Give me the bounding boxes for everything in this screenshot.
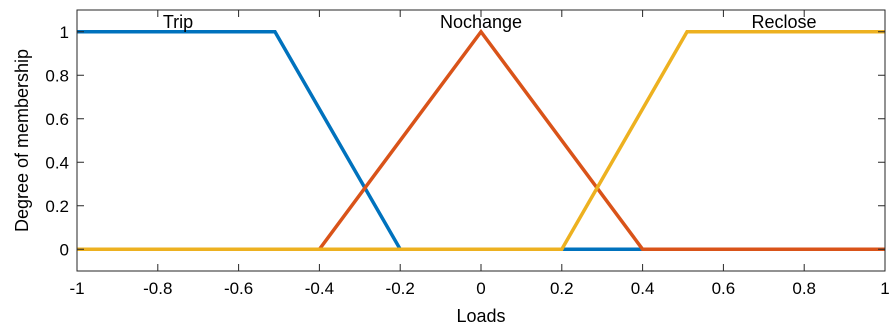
x-tick-label: -1: [69, 279, 84, 298]
x-tick-label: -0.4: [305, 279, 334, 298]
x-tick-label: 1: [880, 279, 889, 298]
x-tick-label: 0.6: [712, 279, 736, 298]
mf-label-nochange: Nochange: [440, 12, 522, 32]
x-tick-label: -0.8: [143, 279, 172, 298]
y-axis-label: Degree of membership: [12, 49, 32, 232]
y-tick-label: 0.4: [45, 153, 69, 172]
series-line-reclose: [77, 30, 885, 251]
mf-label-reclose: Reclose: [751, 12, 816, 32]
x-tick-label: -0.6: [224, 279, 253, 298]
y-tick-label: 0.2: [45, 197, 69, 216]
mf-label-trip: Trip: [163, 12, 193, 32]
y-tick-label: 0.6: [45, 110, 69, 129]
plot-frame: [76, 9, 886, 272]
series-line-trip: [77, 30, 885, 251]
x-tick-label: -0.2: [386, 279, 415, 298]
membership-labels: Trip Nochange Reclose: [163, 12, 817, 32]
y-tick-label: 0.8: [45, 66, 69, 85]
x-tick-label: 0.8: [792, 279, 816, 298]
y-axis-ticks: 0 0.2 0.4 0.6 0.8 1: [45, 23, 885, 259]
series-line-nochange: [77, 28, 885, 251]
y-tick-label: 1: [60, 23, 69, 42]
x-axis-label: Loads: [456, 306, 505, 326]
x-tick-label: 0.4: [631, 279, 655, 298]
series-layer: [77, 28, 885, 251]
y-tick-label: 0: [60, 240, 69, 259]
x-axis-ticks: -1 -0.8 -0.6 -0.4 -0.2 0 0.2 0.4 0.6 0.8 1: [69, 10, 890, 298]
x-tick-label: 0: [476, 279, 485, 298]
x-tick-label: 0.2: [550, 279, 574, 298]
